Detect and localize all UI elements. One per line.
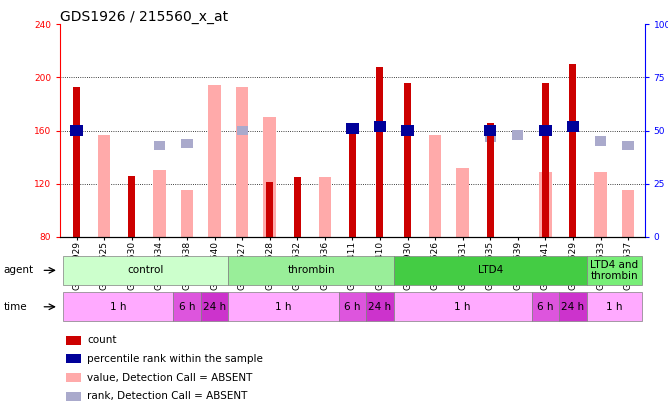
Bar [128,176,135,237]
Bar [539,125,552,136]
Bar [267,182,273,237]
Text: count: count [88,335,117,345]
Bar [512,130,523,140]
Text: 1 h: 1 h [606,302,623,312]
Bar [200,292,228,322]
Text: agent: agent [3,265,33,275]
Text: GDS1926 / 215560_x_at: GDS1926 / 215560_x_at [60,10,228,24]
Bar [539,172,552,237]
Text: time: time [3,302,27,312]
Bar [485,132,496,142]
Bar [70,125,83,136]
Bar [566,121,579,132]
Bar [542,83,549,237]
Bar [393,292,532,322]
Bar [346,123,359,134]
Bar [587,256,642,285]
Text: 24 h: 24 h [203,302,226,312]
Bar [228,256,393,285]
Text: 6 h: 6 h [537,302,554,312]
Bar [349,127,356,237]
Bar [208,85,220,237]
Bar [456,168,469,237]
Bar [532,292,559,322]
Text: thrombin: thrombin [287,265,335,275]
Bar [294,177,301,237]
Bar [559,292,587,322]
Bar [429,134,442,237]
Bar [487,123,494,237]
Text: 1 h: 1 h [275,302,292,312]
Text: LTD4 and
thrombin: LTD4 and thrombin [591,260,639,281]
Bar [63,292,173,322]
Text: percentile rank within the sample: percentile rank within the sample [88,354,263,364]
Bar [228,292,339,322]
Text: 1 h: 1 h [454,302,471,312]
Bar [154,141,165,150]
Bar [66,336,81,345]
Bar [236,87,248,237]
Bar [98,134,110,237]
Bar [484,125,496,136]
Bar [570,64,576,237]
Text: 6 h: 6 h [344,302,361,312]
Bar [587,292,642,322]
Bar [623,141,634,150]
Text: control: control [128,265,164,275]
Bar [66,354,81,363]
Bar [66,392,81,401]
Bar [373,121,386,132]
Text: 6 h: 6 h [179,302,195,312]
Text: 24 h: 24 h [368,302,391,312]
Text: LTD4: LTD4 [478,265,503,275]
Bar [319,177,331,237]
Bar [595,136,606,146]
Bar [182,139,192,148]
Bar [401,125,413,136]
Bar [66,373,81,382]
Bar [63,256,228,285]
Bar [173,292,200,322]
Text: 1 h: 1 h [110,302,126,312]
Text: value, Detection Call = ABSENT: value, Detection Call = ABSENT [88,373,253,383]
Bar [181,190,193,237]
Bar [622,190,635,237]
Bar [595,172,607,237]
Bar [263,117,276,237]
Bar [404,83,411,237]
Bar [339,292,366,322]
Bar [393,256,587,285]
Bar [377,67,383,237]
Bar [73,87,80,237]
Bar [236,126,248,135]
Bar [366,292,393,322]
Bar [153,171,166,237]
Text: 24 h: 24 h [561,302,584,312]
Text: rank, Detection Call = ABSENT: rank, Detection Call = ABSENT [88,391,248,401]
